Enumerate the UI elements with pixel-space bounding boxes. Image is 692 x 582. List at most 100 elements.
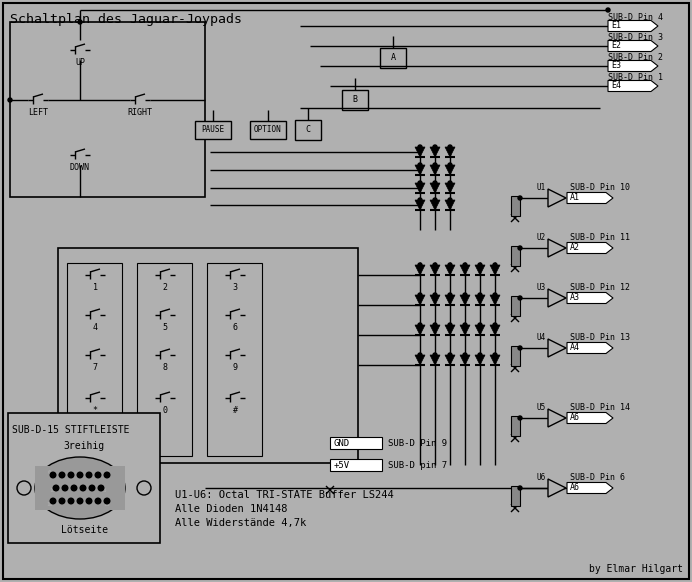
Circle shape (433, 181, 437, 185)
Circle shape (98, 485, 104, 491)
Bar (511, 196, 520, 216)
Circle shape (448, 163, 452, 167)
Circle shape (518, 416, 522, 420)
Text: U1-U6: Octal TRI-STATE Buffer LS244: U1-U6: Octal TRI-STATE Buffer LS244 (175, 490, 394, 500)
Polygon shape (445, 325, 455, 335)
Text: UP: UP (75, 58, 85, 67)
Circle shape (418, 181, 422, 185)
Circle shape (478, 323, 482, 327)
Text: SUB-D Pin 13: SUB-D Pin 13 (570, 333, 630, 342)
Polygon shape (490, 295, 500, 305)
Text: RIGHT: RIGHT (127, 108, 152, 117)
Circle shape (86, 498, 92, 504)
Polygon shape (475, 265, 485, 275)
Circle shape (463, 293, 467, 297)
Bar (195, 121, 231, 139)
Circle shape (80, 485, 86, 491)
Circle shape (518, 296, 522, 300)
Bar (511, 486, 520, 506)
Bar (511, 296, 520, 316)
Circle shape (448, 145, 452, 149)
Circle shape (463, 353, 467, 357)
Circle shape (51, 498, 56, 504)
Text: 6: 6 (48, 470, 52, 474)
Text: SUB-D-15 STIFTLEISTE: SUB-D-15 STIFTLEISTE (12, 425, 129, 435)
Circle shape (51, 472, 56, 478)
Text: Alle Dioden 1N4148: Alle Dioden 1N4148 (175, 504, 287, 514)
Polygon shape (430, 147, 440, 157)
Polygon shape (567, 482, 613, 494)
Polygon shape (475, 325, 485, 335)
Text: U6: U6 (537, 474, 546, 482)
Polygon shape (415, 355, 425, 365)
Text: +5V: +5V (334, 460, 350, 470)
Polygon shape (430, 295, 440, 305)
Circle shape (60, 472, 65, 478)
Text: U5: U5 (537, 403, 546, 413)
Text: 9: 9 (233, 363, 237, 372)
Text: 16: 16 (47, 502, 53, 506)
Circle shape (433, 198, 437, 202)
Text: PAUSE: PAUSE (201, 126, 225, 134)
Polygon shape (548, 409, 566, 427)
Circle shape (478, 263, 482, 267)
Bar (342, 90, 368, 110)
Polygon shape (460, 355, 470, 365)
Text: U1: U1 (537, 183, 546, 193)
Polygon shape (548, 239, 566, 257)
Circle shape (448, 181, 452, 185)
Text: 3reihig: 3reihig (64, 441, 104, 451)
Circle shape (433, 293, 437, 297)
Polygon shape (430, 165, 440, 175)
Bar (207, 263, 262, 456)
Text: U3: U3 (537, 283, 546, 293)
Bar (58, 248, 358, 463)
Circle shape (433, 323, 437, 327)
Circle shape (606, 8, 610, 12)
Text: B: B (352, 95, 358, 105)
Text: 5: 5 (163, 323, 167, 332)
Polygon shape (490, 355, 500, 365)
Circle shape (518, 196, 522, 200)
Text: 6: 6 (233, 323, 237, 332)
Text: *: * (93, 406, 98, 415)
Text: SUB-D Pin 3: SUB-D Pin 3 (608, 33, 663, 41)
Polygon shape (445, 355, 455, 365)
Text: U2: U2 (537, 233, 546, 243)
Polygon shape (608, 41, 658, 51)
Circle shape (433, 263, 437, 267)
Text: Alle Widerstände 4,7k: Alle Widerstände 4,7k (175, 518, 307, 528)
Bar (380, 48, 406, 68)
Text: 8: 8 (163, 363, 167, 372)
Text: E4: E4 (611, 81, 621, 90)
Polygon shape (415, 147, 425, 157)
Circle shape (62, 485, 68, 491)
Text: LEFT: LEFT (28, 108, 48, 117)
Polygon shape (445, 265, 455, 275)
Polygon shape (548, 339, 566, 357)
Polygon shape (415, 183, 425, 193)
Text: GND: GND (334, 438, 350, 448)
Text: 1: 1 (105, 470, 109, 474)
Text: SUB-D Pin 12: SUB-D Pin 12 (570, 283, 630, 293)
Polygon shape (475, 295, 485, 305)
Polygon shape (548, 289, 566, 307)
Polygon shape (415, 265, 425, 275)
Text: Schaltplan des Jaguar-Joypads: Schaltplan des Jaguar-Joypads (10, 13, 242, 26)
Polygon shape (548, 479, 566, 497)
Text: 4: 4 (93, 323, 98, 332)
Circle shape (78, 498, 83, 504)
Polygon shape (415, 165, 425, 175)
Circle shape (418, 163, 422, 167)
Polygon shape (567, 243, 613, 254)
Circle shape (418, 198, 422, 202)
Polygon shape (430, 183, 440, 193)
Circle shape (463, 323, 467, 327)
Circle shape (448, 198, 452, 202)
Polygon shape (567, 193, 613, 204)
Bar (35, 466, 125, 510)
Circle shape (104, 498, 110, 504)
Text: A6: A6 (570, 413, 580, 423)
Text: E2: E2 (611, 41, 621, 51)
Polygon shape (415, 295, 425, 305)
